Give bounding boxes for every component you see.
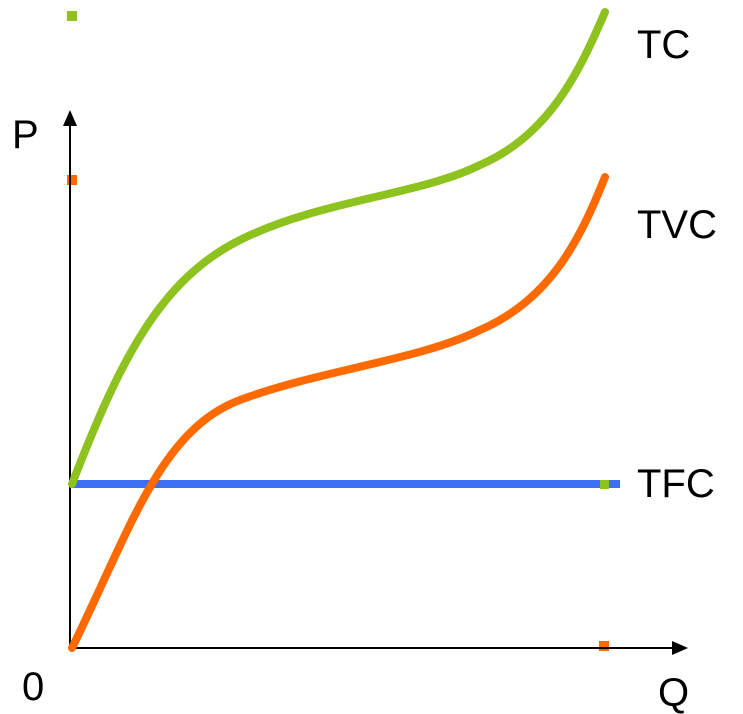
y-axis-arrowhead — [63, 110, 77, 126]
marker-square-orange-bottom — [599, 641, 609, 651]
origin-label: 0 — [22, 665, 44, 709]
marker-square-orange-left — [67, 175, 77, 185]
tfc-label: TFC — [637, 462, 715, 506]
x-axis-arrowhead — [672, 641, 688, 655]
marker-square-green-tfc — [600, 480, 609, 489]
tvc-label: TVC — [637, 203, 717, 247]
y-axis-label: P — [12, 113, 39, 157]
tc-curve — [68, 8, 609, 488]
tvc-curve — [68, 173, 609, 652]
tc-label: TC — [637, 23, 690, 67]
x-axis-label: Q — [658, 671, 689, 714]
marker-square-green-top — [67, 11, 77, 21]
